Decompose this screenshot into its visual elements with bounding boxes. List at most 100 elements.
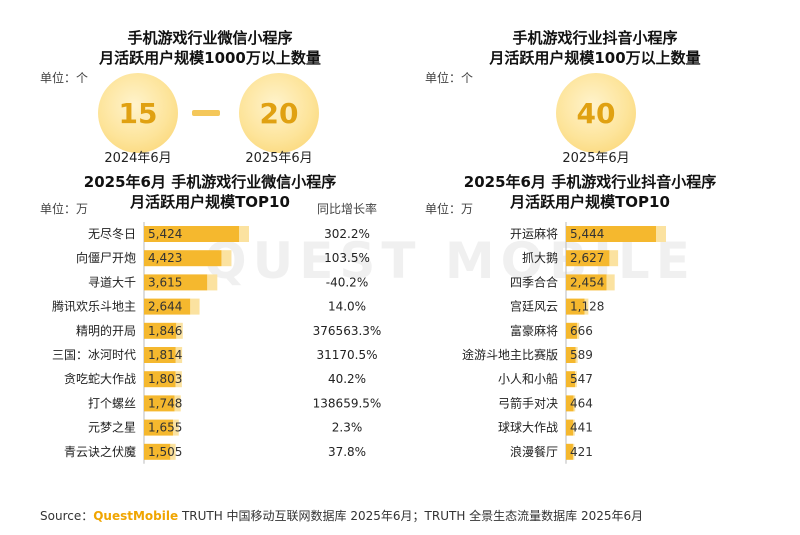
value-label-3: 3,615 bbox=[148, 275, 182, 289]
bar-5 bbox=[144, 322, 177, 339]
wechat-count-2024-circle: 15 bbox=[98, 73, 178, 153]
wechat-count-2025-label: 2025年6月 bbox=[245, 151, 313, 166]
bar-1 bbox=[566, 226, 656, 242]
category-label-3: 四季合合 bbox=[510, 274, 558, 289]
bar-9 bbox=[144, 419, 173, 436]
wechat-count-title: 手机游戏行业微信小程序 月活跃用户规模1000万以上数量 bbox=[90, 28, 330, 68]
bar-glow-7 bbox=[175, 371, 182, 388]
value-label-10: 421 bbox=[570, 445, 593, 459]
bar-glow-10 bbox=[572, 443, 575, 460]
bar-2 bbox=[144, 250, 222, 267]
bar-glow-9 bbox=[573, 419, 575, 436]
wechat-top10-title: 2025年6月 手机游戏行业微信小程序 月活跃用户规模TOP10 bbox=[60, 172, 360, 212]
category-label-1: 无尽冬日 bbox=[88, 226, 136, 241]
growth-label-6: 31170.5% bbox=[316, 348, 377, 362]
chart-unit-label: 单位：万 bbox=[40, 201, 88, 216]
wechat-count-2024-label: 2024年6月 bbox=[104, 151, 172, 166]
bar-glow-3 bbox=[207, 274, 218, 291]
douyin-count-value: 40 bbox=[576, 96, 616, 130]
value-label-1: 5,444 bbox=[570, 227, 604, 241]
value-label-2: 2,627 bbox=[570, 251, 604, 265]
bar-glow-4 bbox=[584, 298, 589, 315]
bar-5 bbox=[566, 322, 578, 339]
chart-unit-label: 单位：万 bbox=[425, 201, 473, 216]
value-label-5: 666 bbox=[570, 324, 593, 338]
value-label-6: 1,814 bbox=[148, 348, 182, 362]
bar-10 bbox=[144, 443, 171, 460]
bar-6 bbox=[144, 347, 176, 363]
value-label-9: 441 bbox=[570, 421, 593, 435]
value-label-9: 1,655 bbox=[148, 421, 182, 435]
value-label-8: 1,748 bbox=[148, 396, 182, 410]
bar-glow-10 bbox=[170, 443, 176, 460]
wechat-top10-title-text: 2025年6月 手机游戏行业微信小程序 月活跃用户规模TOP10 bbox=[83, 173, 337, 211]
bar-glow-2 bbox=[609, 250, 619, 267]
growth-label-3: -40.2% bbox=[326, 275, 368, 289]
category-label-3: 寻道大千 bbox=[88, 275, 136, 289]
wechat-count-2025-value: 20 bbox=[259, 96, 299, 130]
category-label-5: 精明的开局 bbox=[76, 323, 136, 338]
bar-glow-1 bbox=[656, 226, 666, 242]
source-text: TRUTH 中国移动互联网数据库 2025年6月；TRUTH 全景生态流量数据库… bbox=[178, 509, 644, 523]
bar-6 bbox=[566, 347, 576, 363]
growth-header: 同比增长率 bbox=[317, 201, 377, 216]
bar-7 bbox=[566, 371, 576, 388]
category-label-8: 打个螺丝 bbox=[88, 396, 136, 410]
growth-label-10: 37.8% bbox=[328, 445, 366, 459]
bar-7 bbox=[144, 371, 176, 388]
category-label-4: 腾讯欢乐斗地主 bbox=[52, 299, 136, 314]
source-brand: QuestMobile bbox=[93, 509, 179, 523]
bar-2 bbox=[566, 250, 610, 267]
bar-4 bbox=[566, 298, 585, 315]
bar-3 bbox=[566, 274, 607, 291]
bar-glow-2 bbox=[221, 250, 232, 267]
bar-glow-4 bbox=[190, 298, 200, 315]
wechat-count-unit: 单位：个 bbox=[40, 71, 89, 85]
douyin-count-title-line1: 手机游戏行业抖音小程序 bbox=[512, 29, 678, 47]
bar-glow-6 bbox=[575, 347, 578, 363]
value-label-5: 1,846 bbox=[148, 324, 182, 338]
category-label-7: 小人和小船 bbox=[498, 372, 558, 386]
value-label-4: 2,644 bbox=[148, 300, 182, 314]
wechat-count-2024-value: 15 bbox=[118, 96, 158, 130]
category-label-6: 途游斗地主比赛版 bbox=[462, 347, 558, 362]
douyin-count-unit: 单位：个 bbox=[425, 71, 474, 85]
value-label-4: 1,128 bbox=[570, 300, 604, 314]
value-label-10: 1,505 bbox=[148, 445, 182, 459]
bar-glow-6 bbox=[175, 347, 183, 363]
douyin-count-title: 手机游戏行业抖音小程序 月活跃用户规模100万以上数量 bbox=[460, 28, 730, 68]
category-label-8: 弓箭手对决 bbox=[498, 395, 558, 410]
category-label-7: 贪吃蛇大作战 bbox=[64, 371, 136, 386]
growth-label-7: 40.2% bbox=[328, 372, 366, 386]
value-label-2: 4,423 bbox=[148, 251, 182, 265]
category-label-6: 三国：冰河时代 bbox=[52, 348, 136, 362]
bar-4 bbox=[144, 298, 191, 315]
bar-8 bbox=[144, 395, 175, 412]
bar-glow-5 bbox=[577, 322, 580, 339]
bar-1 bbox=[144, 226, 239, 242]
growth-label-9: 2.3% bbox=[332, 421, 363, 435]
douyin-count-label: 2025年6月 bbox=[562, 151, 630, 166]
category-label-9: 球球大作战 bbox=[498, 421, 558, 435]
bar-glow-9 bbox=[172, 419, 179, 436]
douyin-count-title-line2: 月活跃用户规模100万以上数量 bbox=[489, 49, 701, 67]
value-label-3: 2,454 bbox=[570, 275, 604, 289]
bar-glow-1 bbox=[239, 226, 249, 242]
category-label-2: 向僵尸开炮 bbox=[76, 250, 136, 265]
source-footer: Source：QuestMobile TRUTH 中国移动互联网数据库 2025… bbox=[40, 507, 780, 524]
bar-glow-8 bbox=[573, 395, 576, 412]
bar-3 bbox=[144, 274, 208, 291]
category-label-5: 富豪麻将 bbox=[510, 323, 558, 338]
bar-glow-5 bbox=[176, 322, 183, 339]
bar-8 bbox=[566, 395, 574, 412]
value-label-8: 464 bbox=[570, 396, 593, 410]
source-prefix: Source： bbox=[40, 509, 94, 523]
category-label-1: 开运麻将 bbox=[510, 226, 558, 241]
douyin-top10-title: 2025年6月 手机游戏行业抖音小程序 月活跃用户规模TOP10 bbox=[440, 172, 740, 212]
douyin-count-circle: 40 bbox=[556, 73, 636, 153]
value-label-6: 589 bbox=[570, 348, 593, 362]
category-label-10: 浪漫餐厅 bbox=[510, 444, 558, 459]
douyin-top10-title-text: 2025年6月 手机游戏行业抖音小程序 月活跃用户规模TOP10 bbox=[463, 173, 717, 211]
